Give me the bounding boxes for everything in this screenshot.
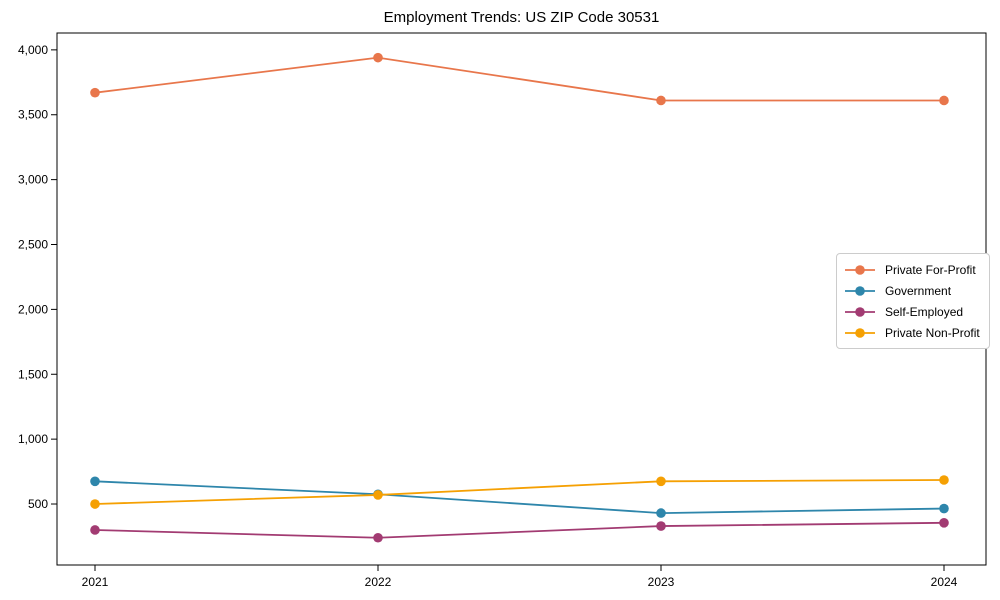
data-point-government-2024	[939, 503, 949, 514]
legend-item-private-for-profit: Private For-Profit	[844, 259, 980, 280]
series-line-private-non-profit	[94, 479, 945, 505]
series-line-self-employed	[94, 521, 945, 539]
y-tick-label: 1,500	[18, 367, 48, 381]
data-point-private-for-profit-2024	[939, 95, 949, 106]
x-tick-label: 2022	[365, 575, 392, 589]
legend-item-label: Self-Employed	[885, 304, 964, 319]
x-tick-label: 2024	[931, 575, 958, 589]
legend: Private For-Profit Government Self-Employe…	[836, 253, 990, 349]
series-line-private-for-profit	[94, 56, 944, 102]
legend-item-government: Government	[844, 280, 980, 301]
y-tick-label: 3,000	[18, 173, 48, 187]
data-point-private-non-profit-2023	[656, 476, 666, 487]
data-point-private-non-profit-2024	[939, 475, 949, 485]
series-line-government	[94, 480, 945, 514]
legend-item-label: Private Non-Profit	[885, 325, 980, 340]
data-point-self-employed-2023	[656, 521, 666, 531]
legend-swatch-icon	[845, 285, 875, 296]
legend-item-label: Government	[885, 283, 952, 298]
legend-item-private-non-profit: Private Non-Profit	[844, 322, 980, 343]
legend-item-label: Private For-Profit	[885, 262, 976, 277]
data-point-self-employed-2022	[373, 532, 383, 543]
data-point-self-employed-2021	[90, 525, 100, 535]
data-point-private-for-profit-2021	[90, 87, 100, 98]
y-tick-label: 3,500	[18, 108, 48, 122]
y-tick-label: 2,500	[18, 238, 48, 252]
x-tick-label: 2023	[648, 575, 675, 589]
legend-item-self-employed: Self-Employed	[844, 301, 980, 322]
y-tick-label: 500	[28, 497, 48, 511]
data-point-private-non-profit-2022	[373, 490, 383, 500]
y-tick-label: 1,000	[18, 432, 48, 446]
legend-swatch-icon	[845, 264, 875, 275]
data-point-private-for-profit-2022	[373, 52, 383, 63]
y-tick-label: 4,000	[18, 43, 48, 57]
data-point-private-for-profit-2023	[656, 95, 666, 106]
data-point-private-non-profit-2021	[90, 499, 100, 509]
data-point-self-employed-2024	[939, 518, 949, 528]
data-point-government-2021	[90, 476, 100, 487]
data-point-government-2023	[656, 508, 666, 518]
x-tick-label: 2021	[82, 575, 109, 589]
y-tick-label: 2,000	[18, 302, 48, 316]
chart-title: Employment Trends: US ZIP Code 30531	[383, 9, 660, 26]
legend-swatch-icon	[845, 306, 875, 317]
legend-swatch-icon	[845, 327, 875, 338]
